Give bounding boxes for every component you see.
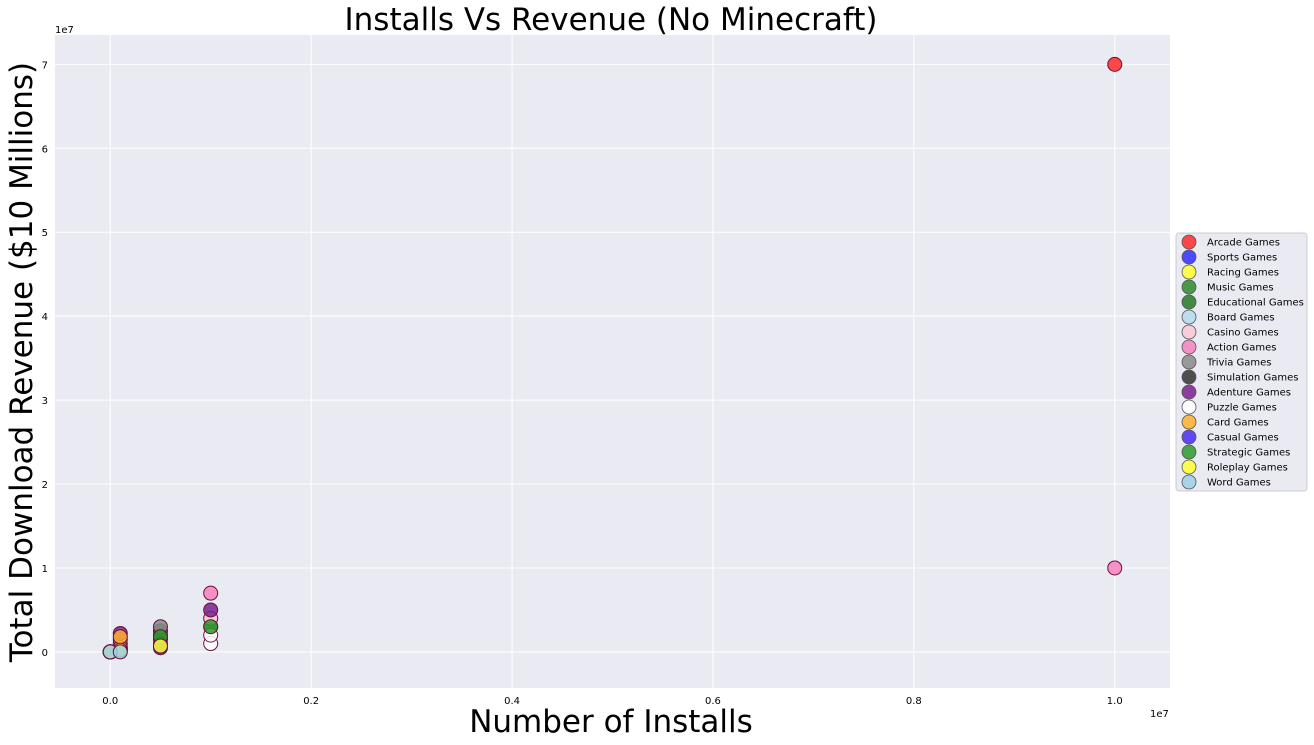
legend-label: Casual Games <box>1207 433 1279 444</box>
legend-marker <box>1181 459 1197 475</box>
legend-marker <box>1181 474 1197 490</box>
y-tick-label: 5 <box>42 228 48 239</box>
legend-marker <box>1181 249 1197 265</box>
legend-marker <box>1181 384 1197 400</box>
y-tick-label: 1 <box>42 564 48 575</box>
legend-label: Adenture Games <box>1207 388 1291 399</box>
x-tick-label: 0.8 <box>906 696 922 707</box>
x-tick-label: 0.6 <box>705 696 721 707</box>
plot-area <box>55 35 1170 688</box>
y-tick-label: 7 <box>42 60 48 71</box>
y-tick-label: 6 <box>42 144 48 155</box>
legend-marker <box>1181 369 1197 385</box>
data-point <box>152 638 168 654</box>
legend-label: Strategic Games <box>1207 448 1290 459</box>
legend-label: Card Games <box>1207 418 1269 429</box>
grid <box>55 35 1170 688</box>
y-offset-label: 1e7 <box>55 25 74 36</box>
tick-labels: 0.0 0.2 0.4 0.6 0.8 1.0 0 1 2 3 4 5 6 7 <box>42 60 1123 707</box>
legend-marker <box>1181 294 1197 310</box>
legend-label: Racing Games <box>1207 268 1279 279</box>
y-tick-label: 4 <box>42 312 48 323</box>
x-tick-label: 0.2 <box>303 696 319 707</box>
legend-marker <box>1181 279 1197 295</box>
legend-marker <box>1181 414 1197 430</box>
x-tick-label: 0.4 <box>504 696 520 707</box>
legend-label: Educational Games <box>1207 298 1304 309</box>
x-axis-label: Number of Installs <box>469 704 753 740</box>
x-tick-label: 0.0 <box>102 696 118 707</box>
legend-label: Trivia Games <box>1206 358 1272 369</box>
data-points <box>102 56 1123 660</box>
legend-label: Sports Games <box>1207 253 1277 264</box>
legend-marker <box>1181 339 1197 355</box>
data-point <box>112 629 128 645</box>
x-tick-label: 1.0 <box>1107 696 1123 707</box>
legend-marker <box>1181 234 1197 250</box>
y-axis-label: Total Download Revenue ($10 Millions) <box>4 62 40 663</box>
legend-box <box>1175 232 1308 492</box>
legend-label: Music Games <box>1207 283 1274 294</box>
legend-marker <box>1181 354 1197 370</box>
legend-label: Casino Games <box>1207 328 1279 339</box>
legend-label: Action Games <box>1207 343 1276 354</box>
data-point <box>1107 56 1123 72</box>
y-tick-label: 0 <box>42 648 48 659</box>
legend-marker <box>1181 264 1197 280</box>
legend-marker <box>1181 429 1197 445</box>
data-point <box>1107 560 1123 576</box>
data-point <box>112 644 128 660</box>
legend-marker <box>1181 309 1197 325</box>
legend-label: Simulation Games <box>1207 373 1298 384</box>
legend-label: Word Games <box>1207 478 1271 489</box>
legend-label: Puzzle Games <box>1207 403 1277 414</box>
data-point <box>203 585 219 601</box>
chart-title: Installs Vs Revenue (No Minecraft) <box>345 2 878 38</box>
legend-marker <box>1181 324 1197 340</box>
y-tick-label: 3 <box>42 396 48 407</box>
data-point <box>203 602 219 618</box>
legend: Arcade Games Sports Games Racing Games Musi… <box>1175 232 1308 492</box>
data-point <box>203 619 219 635</box>
legend-marker <box>1181 399 1197 415</box>
legend-marker <box>1181 444 1197 460</box>
y-tick-label: 2 <box>42 480 48 491</box>
legend-label: Board Games <box>1207 313 1275 324</box>
legend-label: Arcade Games <box>1207 238 1280 249</box>
x-offset-label: 1e7 <box>1150 709 1169 720</box>
legend-label: Roleplay Games <box>1207 463 1288 474</box>
